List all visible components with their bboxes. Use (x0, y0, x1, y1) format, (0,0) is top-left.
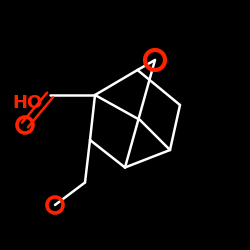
Text: HO: HO (12, 94, 42, 112)
